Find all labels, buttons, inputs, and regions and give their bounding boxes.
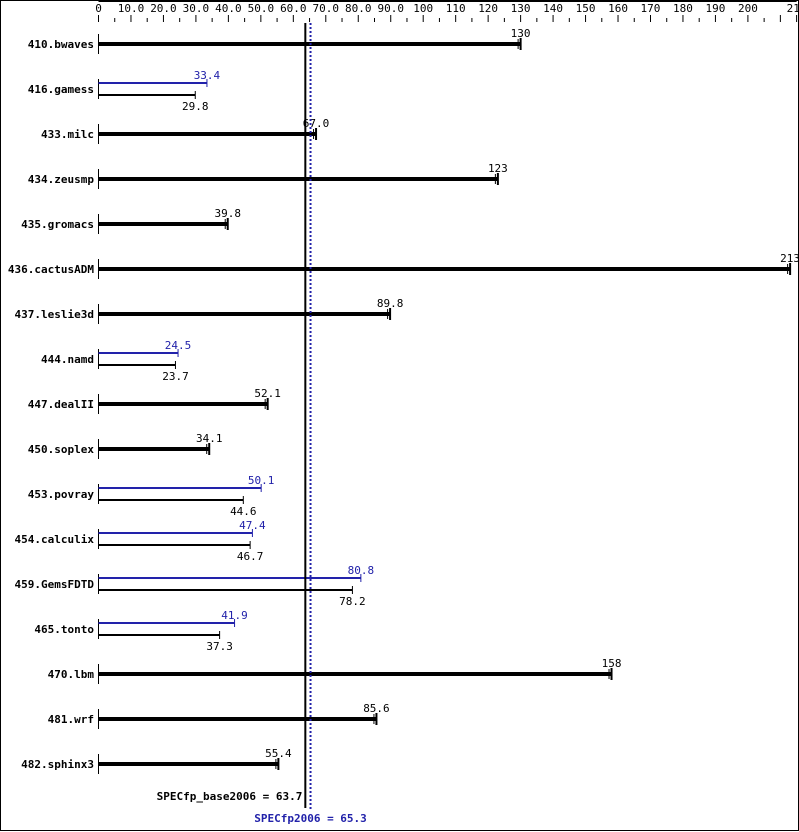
data-label-base: 213: [780, 252, 799, 265]
data-label-base: 52.1: [254, 387, 281, 400]
category-label: 416.gamess: [28, 83, 94, 96]
category-label: 470.lbm: [48, 668, 95, 681]
category-label: 433.milc: [41, 128, 94, 141]
bar-base: [98, 589, 353, 591]
category-label: 481.wrf: [48, 713, 94, 726]
category-label: 437.leslie3d: [15, 308, 94, 321]
bar-base: [98, 762, 279, 766]
category-label: 482.sphinx3: [21, 758, 94, 771]
bar-base: [98, 717, 377, 721]
data-label-peak: 41.9: [221, 609, 248, 622]
bar-base: [98, 634, 220, 636]
bar-peak: [98, 352, 179, 354]
x-tick-label: 90.0: [377, 2, 404, 15]
reference-label-peak: SPECfp2006 = 65.3: [254, 812, 367, 825]
x-tick-label: 130: [511, 2, 531, 15]
bar-base: [98, 177, 498, 181]
category-label: 410.bwaves: [28, 38, 94, 51]
data-label-base: 37.3: [206, 640, 233, 653]
bar-peak: [98, 532, 253, 534]
x-tick-label: 110: [446, 2, 466, 15]
x-tick-label: 160: [608, 2, 628, 15]
bar-base: [98, 447, 210, 451]
x-tick-label: 40.0: [215, 2, 242, 15]
x-tick-label: 70.0: [313, 2, 340, 15]
category-label: 465.tonto: [34, 623, 94, 636]
bar-peak: [98, 82, 207, 84]
x-tick-label: 120: [478, 2, 498, 15]
bar-base: [98, 364, 176, 366]
x-tick-label: 170: [641, 2, 661, 15]
category-label: 453.povray: [28, 488, 95, 501]
category-label: 450.soplex: [28, 443, 95, 456]
data-label-base: 44.6: [230, 505, 257, 518]
data-label-base: 78.2: [339, 595, 366, 608]
data-label-peak: 47.4: [239, 519, 266, 532]
category-label: 459.GemsFDTD: [15, 578, 95, 591]
x-tick-label: 50.0: [248, 2, 275, 15]
x-tick-label: 150: [576, 2, 596, 15]
data-label-peak: 33.4: [194, 69, 221, 82]
bar-base: [98, 672, 612, 676]
category-label: 447.dealII: [28, 398, 94, 411]
category-label: 435.gromacs: [21, 218, 94, 231]
x-tick-label: 20.0: [150, 2, 177, 15]
data-label-base: 29.8: [182, 100, 209, 113]
data-label-peak: 24.5: [165, 339, 192, 352]
x-tick-label: 180: [673, 2, 693, 15]
category-label: 434.zeusmp: [28, 173, 95, 186]
bar-peak: [98, 487, 262, 489]
x-tick-label: 200: [738, 2, 758, 15]
data-label-peak: 50.1: [248, 474, 275, 487]
bar-base: [98, 312, 391, 316]
x-tick-label: 215: [787, 2, 799, 15]
data-label-base: 89.8: [377, 297, 404, 310]
data-label-base: 158: [602, 657, 622, 670]
bar-peak: [98, 577, 361, 579]
category-label: 444.namd: [41, 353, 94, 366]
data-label-base: 67.0: [303, 117, 330, 130]
data-label-base: 23.7: [162, 370, 189, 383]
data-label-base: 123: [488, 162, 508, 175]
data-label-base: 55.4: [265, 747, 292, 760]
bar-base: [98, 544, 251, 546]
data-label-peak: 80.8: [348, 564, 375, 577]
x-tick-label: 10.0: [118, 2, 145, 15]
data-label-base: 130: [511, 27, 531, 40]
bar-base: [98, 132, 317, 136]
bar-base: [98, 94, 196, 96]
bar-base: [98, 499, 244, 501]
bar-peak: [98, 622, 235, 624]
x-tick-label: 100: [413, 2, 433, 15]
bar-base: [98, 402, 268, 406]
category-label: 436.cactusADM: [8, 263, 94, 276]
x-tick-label: 30.0: [183, 2, 210, 15]
x-tick-label: 80.0: [345, 2, 372, 15]
x-tick-label: 140: [543, 2, 563, 15]
data-label-base: 85.6: [363, 702, 390, 715]
data-label-base: 39.8: [214, 207, 241, 220]
x-tick-label: 0: [95, 2, 102, 15]
bar-base: [98, 267, 791, 271]
data-label-base: 34.1: [196, 432, 223, 445]
data-label-base: 46.7: [237, 550, 264, 563]
x-tick-label: 190: [705, 2, 725, 15]
reference-label-base: SPECfp_base2006 = 63.7: [157, 790, 303, 803]
category-label: 454.calculix: [15, 533, 95, 546]
bar-base: [98, 222, 228, 226]
x-tick-label: 60.0: [280, 2, 307, 15]
